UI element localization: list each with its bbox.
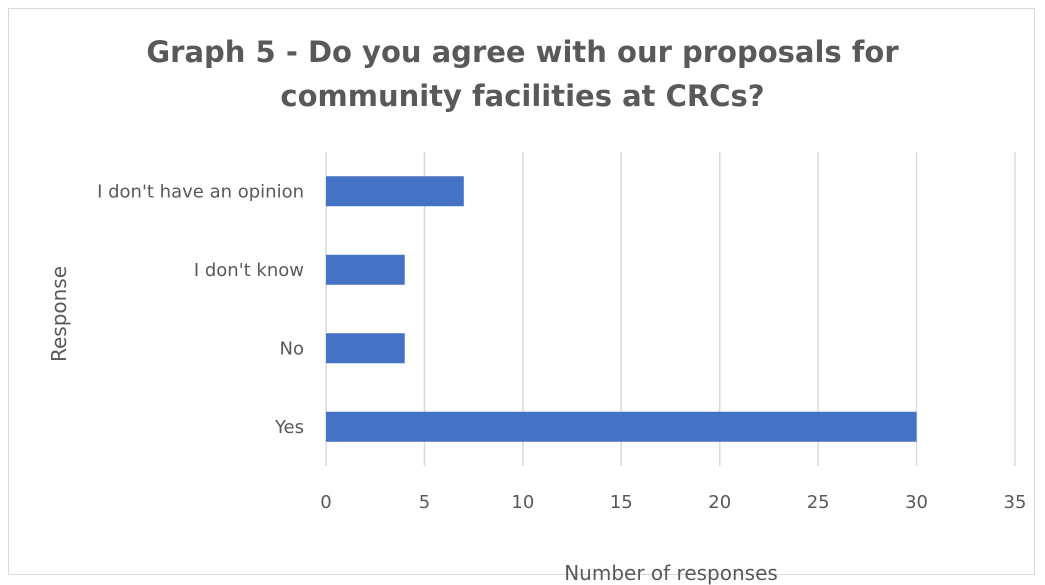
y-category-labels: I don't have an opinion I don't know No Yes [97,181,304,438]
y-category-label: I don't know [194,260,304,281]
bar [326,176,464,207]
chart-title-line-1: Graph 5 - Do you agree with our proposal… [146,35,899,69]
bars [326,176,917,442]
x-tick-labels: 0 5 10 15 20 25 30 35 [320,492,1026,513]
chart-title: Graph 5 - Do you agree with our proposal… [0,30,1045,118]
bar [326,333,405,364]
x-tick-label: 35 [1004,492,1027,513]
x-tick-label: 5 [419,492,430,513]
x-tick-label: 30 [905,492,928,513]
chart-title-line-2: community facilities at CRCs? [280,79,765,113]
bar [326,411,917,442]
y-category-label: No [280,338,304,359]
bar [326,254,405,285]
x-tick-label: 0 [320,492,331,513]
y-category-label: I don't have an opinion [97,181,304,202]
x-axis-title: Number of responses [564,561,778,585]
x-tick-label: 15 [610,492,633,513]
x-tick-label: 20 [708,492,731,513]
chart-frame [8,8,1035,575]
x-tick-label: 10 [511,492,534,513]
y-category-label: Yes [274,417,304,438]
y-axis-title: Response [47,266,71,362]
x-tick-label: 25 [807,492,830,513]
